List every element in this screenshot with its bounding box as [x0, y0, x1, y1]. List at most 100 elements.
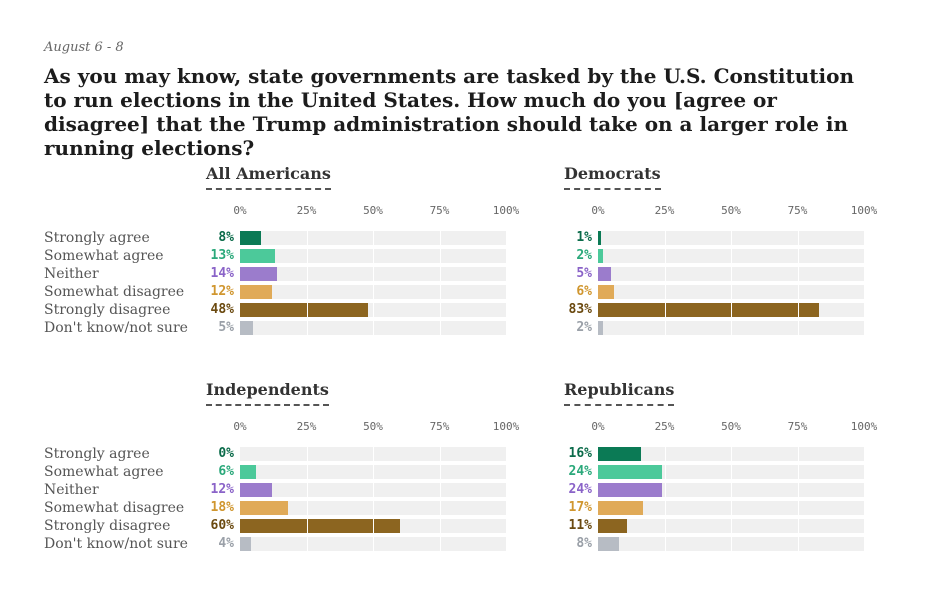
bar-row: 17%	[402, 499, 864, 517]
value-label: 16%	[568, 446, 592, 461]
x-tick-label: 25%	[296, 420, 317, 433]
date-label: August 6 - 8	[44, 40, 124, 55]
bar	[240, 231, 262, 245]
gridline	[664, 285, 666, 299]
gridline	[797, 303, 799, 317]
gridline	[373, 519, 374, 533]
x-axis-ticks: 0% 25% 50% 75% 100%	[233, 420, 519, 434]
x-tick-label: 100%	[492, 420, 520, 433]
panel-title: All Americans	[206, 164, 331, 190]
gridline	[306, 483, 308, 497]
bar-track	[598, 483, 864, 497]
value-label: 8%	[218, 230, 234, 245]
category-label: Somewhat agree	[44, 464, 164, 480]
bar	[240, 501, 288, 515]
category-label: Neither	[44, 266, 99, 282]
bar-track	[598, 447, 864, 461]
gridline	[664, 231, 666, 245]
bar-row: 1%	[402, 229, 864, 247]
value-label: 18%	[210, 500, 234, 515]
bar	[598, 447, 641, 461]
gridline	[797, 231, 799, 245]
bar-track	[598, 231, 864, 245]
value-label: 5%	[218, 320, 234, 335]
panel-independents: Independents 0% 25% 50% 75% 100% Strongly agre…	[44, 380, 519, 575]
bar-row: Don't know/not sure 4%	[44, 535, 506, 553]
gridline	[664, 303, 666, 317]
bar	[598, 501, 644, 515]
bar-row: 2%	[402, 247, 864, 265]
x-tick-label: 50%	[721, 204, 741, 217]
bar-track	[598, 249, 864, 263]
x-axis-ticks: 0% 25% 50% 75% 100%	[591, 420, 877, 434]
bar-track	[240, 537, 506, 551]
gridline	[664, 249, 666, 263]
bar	[598, 303, 819, 317]
x-tick-label: 25%	[654, 420, 675, 433]
gridline	[306, 465, 308, 479]
gridline	[373, 231, 374, 245]
bar-track	[240, 231, 506, 245]
bar-track	[240, 285, 506, 299]
category-label: Somewhat agree	[44, 248, 164, 264]
bar	[240, 321, 254, 335]
x-tick-label: 75%	[787, 420, 808, 433]
gridline	[439, 285, 441, 299]
gridline	[797, 537, 799, 551]
bar-track	[240, 447, 506, 461]
bar-row: 16%	[402, 445, 864, 463]
gridline	[306, 285, 308, 299]
bar-track	[240, 303, 506, 317]
gridline	[373, 501, 374, 515]
value-label: 83%	[568, 302, 592, 317]
panel-all-americans: All Americans 0% 25% 50% 75% 100% Strongly agr…	[44, 164, 519, 359]
gridline	[664, 519, 666, 533]
x-tick-label: 75%	[429, 420, 450, 433]
bar-track	[240, 483, 506, 497]
x-tick-label: 25%	[296, 204, 317, 217]
gridline	[731, 249, 732, 263]
category-label: Strongly disagree	[44, 518, 171, 534]
gridline	[439, 465, 441, 479]
category-label: Strongly agree	[44, 446, 150, 462]
gridline	[373, 483, 374, 497]
value-label: 14%	[210, 266, 234, 281]
value-label: 4%	[218, 536, 234, 551]
gridline	[731, 501, 732, 515]
gridline	[439, 537, 441, 551]
value-label: 13%	[210, 248, 234, 263]
bar	[598, 483, 662, 497]
bar-row: Somewhat agree 6%	[44, 463, 506, 481]
gridline	[731, 285, 732, 299]
gridline	[306, 519, 308, 533]
gridline	[439, 303, 441, 317]
bar-track	[598, 321, 864, 335]
gridline	[306, 501, 308, 515]
chart-title: As you may know, state governments are t…	[44, 64, 854, 160]
gridline	[797, 519, 799, 533]
x-tick-label: 50%	[363, 204, 383, 217]
bar-row: Neither 14%	[44, 265, 506, 283]
category-label: Strongly disagree	[44, 302, 171, 318]
gridline	[731, 465, 732, 479]
x-tick-label: 50%	[721, 420, 741, 433]
category-label: Don't know/not sure	[44, 320, 188, 336]
bar	[240, 465, 256, 479]
bar	[240, 519, 400, 533]
bar	[240, 249, 275, 263]
bar	[598, 285, 614, 299]
x-tick-label: 75%	[429, 204, 450, 217]
gridline	[797, 483, 799, 497]
gridline	[731, 537, 732, 551]
bar-row: 8%	[402, 535, 864, 553]
panel-title: Democrats	[564, 164, 661, 190]
gridline	[306, 321, 308, 335]
gridline	[797, 465, 799, 479]
gridline	[664, 465, 666, 479]
gridline	[731, 519, 732, 533]
bar-row: Don't know/not sure 5%	[44, 319, 506, 337]
category-label: Strongly agree	[44, 230, 150, 246]
gridline	[306, 231, 308, 245]
gridline	[797, 321, 799, 335]
gridline	[373, 465, 374, 479]
